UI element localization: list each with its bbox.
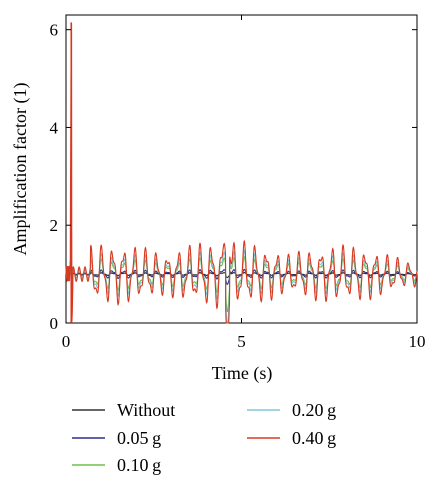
y-tick-label: 0: [50, 314, 59, 333]
legend-label: 0.05 g: [117, 428, 161, 448]
y-ticks: 0 2 4 6: [50, 21, 417, 333]
y-axis-label: Amplification factor (1): [10, 83, 31, 256]
y-tick-label: 2: [50, 216, 59, 235]
y-tick-label: 6: [50, 21, 59, 40]
x-tick-label: 10: [409, 332, 426, 351]
x-tick-label: 0: [62, 332, 71, 351]
x-ticks: 0 5 10: [62, 15, 426, 351]
x-tick-label: 5: [237, 332, 246, 351]
legend-label: Without: [117, 400, 175, 420]
legend-label: 0.20 g: [292, 400, 336, 420]
series-line: [65, 23, 418, 324]
series-layer: [65, 22, 418, 324]
legend-label: 0.10 g: [117, 455, 161, 475]
legend-label: 0.40 g: [292, 428, 336, 448]
x-axis-label: Time (s): [212, 363, 273, 384]
y-tick-label: 4: [50, 118, 59, 137]
legend: Without 0.05 g 0.10 g 0.20 g 0.40 g: [72, 400, 336, 475]
